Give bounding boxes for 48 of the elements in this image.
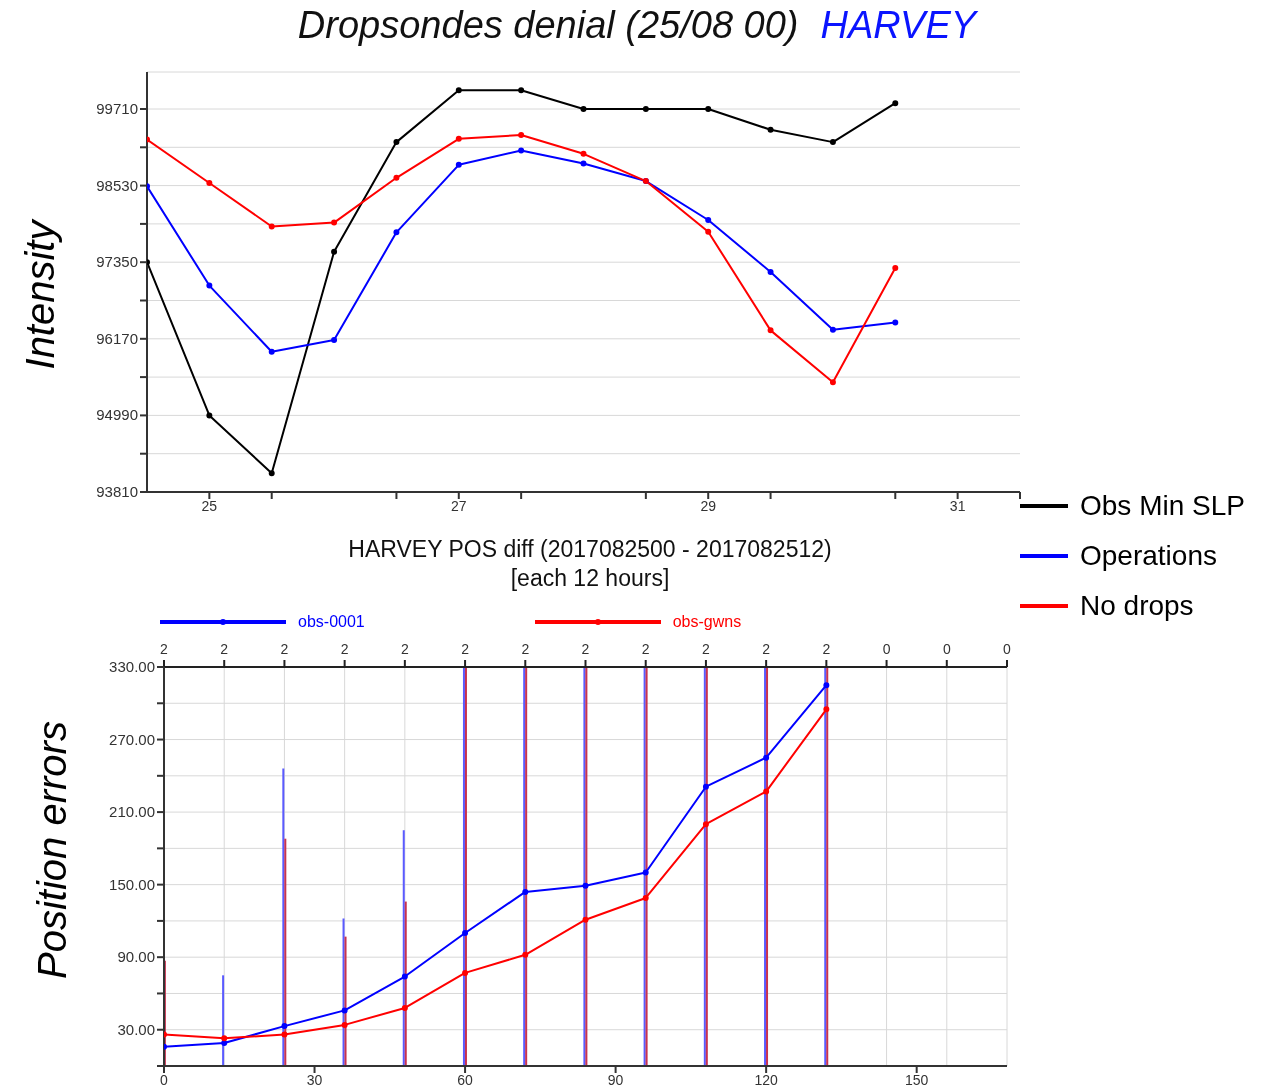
- x-tick-label: 30: [306, 1072, 323, 1088]
- chart-subtitle: HARVEY: [820, 4, 977, 46]
- text: 2: [340, 641, 349, 657]
- x-tick-label: 31: [949, 498, 966, 514]
- text: 2: [521, 641, 530, 657]
- y-tick-label: 97350: [96, 253, 138, 271]
- x-tick-label: 150: [905, 1072, 929, 1088]
- text: 2: [762, 641, 771, 657]
- text: 0: [882, 641, 891, 657]
- x-tick-label: 90: [607, 1072, 624, 1088]
- legend-label: Obs Min SLP: [1080, 490, 1245, 522]
- text: 2: [280, 641, 289, 657]
- text: obs-gwns: [672, 613, 742, 631]
- chart-title: HARVEY POS diff (2017082500 - 2017082512): [348, 536, 832, 562]
- y-axis-title: Intensity: [17, 220, 63, 370]
- text: 2: [160, 641, 169, 657]
- text: 0: [1003, 641, 1012, 657]
- text: 2: [641, 641, 650, 657]
- text: 2: [581, 641, 590, 657]
- legend-label: No drops: [1080, 590, 1194, 622]
- y-tick-label: 93810: [96, 483, 138, 500]
- y-tick-label: 94990: [96, 406, 138, 424]
- text: 2: [400, 641, 409, 657]
- x-tick-label: 25: [201, 498, 218, 514]
- y-tick-label: 270.00: [109, 730, 155, 748]
- x-tick-label: 120: [754, 1072, 779, 1088]
- y-tick-label: 30.00: [117, 1020, 155, 1038]
- x-tick-label: 27: [451, 498, 467, 514]
- chart-title: Dropsondes denial (25/08 00): [297, 4, 799, 46]
- text: 2: [822, 641, 831, 657]
- chart-subtitle: [each 12 hours]: [509, 564, 671, 593]
- y-tick-label: 90.00: [117, 948, 155, 966]
- legend-label: Operations: [1080, 540, 1217, 572]
- y-axis-title: Position errors: [29, 721, 75, 979]
- y-tick-label: 99710: [96, 100, 138, 117]
- y-tick-label: 210.00: [109, 803, 155, 821]
- x-tick-label: 60: [457, 1072, 474, 1088]
- y-tick-label: 96170: [96, 329, 138, 347]
- text: 0: [942, 641, 951, 657]
- x-tick-label: 29: [700, 498, 717, 514]
- text: 2: [702, 641, 711, 657]
- x-tick-label: 0: [160, 1072, 169, 1088]
- text: 2: [461, 641, 470, 657]
- text: obs-0001: [298, 613, 365, 631]
- y-tick-label: 150.00: [109, 875, 155, 893]
- y-tick-label: 98530: [96, 176, 138, 194]
- text: 2: [220, 641, 229, 657]
- y-tick-label: 330.00: [109, 658, 155, 675]
